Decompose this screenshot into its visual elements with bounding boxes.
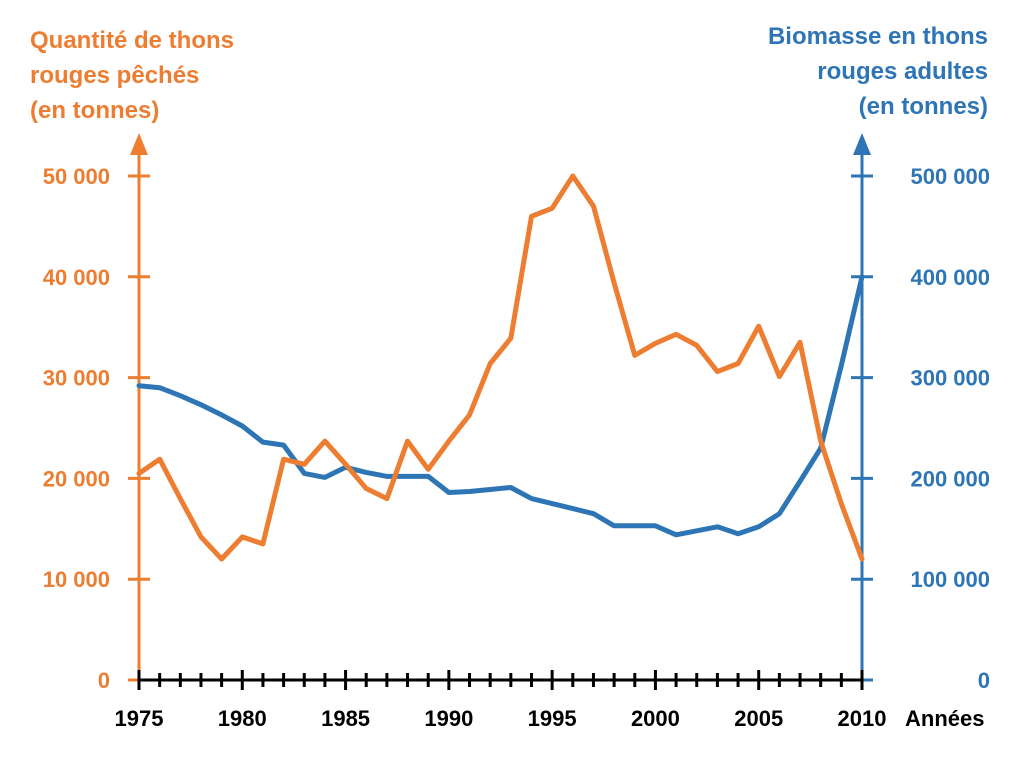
right-axis-tick-label: 0 — [978, 668, 990, 693]
right-axis-title-line: (en tonnes) — [859, 93, 988, 120]
x-axis-tick-label: 1985 — [321, 706, 370, 731]
series-layer — [136, 173, 865, 562]
x-axis-tick-label: 1995 — [528, 706, 577, 731]
right-axis-title-line: rouges adultes — [817, 58, 988, 85]
right-axis-tick-label: 300 000 — [910, 366, 990, 391]
right-axis-tick-label: 500 000 — [910, 164, 990, 189]
right-axis-arrow — [853, 133, 871, 155]
right-axis-tick-label: 400 000 — [910, 265, 990, 290]
left-axis-tick-label: 20 000 — [43, 466, 110, 491]
catch-series-line — [136, 173, 865, 562]
x-axis-tick-label: 2010 — [838, 706, 887, 731]
left-axis-tick-label: 50 000 — [43, 164, 110, 189]
x-axis-tick-label: 2000 — [631, 706, 680, 731]
x-axis: 1975 1980 1985 1990 1995 2000 2005 2010 Années — [115, 670, 984, 731]
right-axis-title-line: Biomasse en thons — [768, 23, 988, 50]
left-axis-tick-label: 40 000 — [43, 265, 110, 290]
left-axis-title-line: Quantité de thons — [30, 27, 234, 54]
biomass-series-line — [136, 274, 865, 538]
left-axis-title: Quantité de thons rouges pêchés (en tonnes… — [30, 27, 234, 124]
right-y-axis: 0 100 000 200 000 300 000 400 000 500 000 — [851, 133, 990, 693]
x-axis-tick-label: 1975 — [115, 706, 164, 731]
x-axis-tick-label: 1990 — [424, 706, 473, 731]
left-axis-tick-label: 30 000 — [43, 366, 110, 391]
x-axis-tick-label: 2005 — [734, 706, 783, 731]
left-axis-title-line: (en tonnes) — [30, 97, 159, 124]
right-axis-tick-label: 100 000 — [910, 567, 990, 592]
x-axis-tick-label: 1980 — [218, 706, 267, 731]
left-y-axis: 0 10 000 20 000 30 000 40 000 50 000 — [43, 133, 150, 693]
right-axis-title: Biomasse en thons rouges adultes (en tonne… — [768, 23, 988, 120]
right-axis-tick-label: 200 000 — [910, 466, 990, 491]
x-axis-label: Années — [905, 706, 984, 731]
left-axis-tick-label: 0 — [98, 668, 110, 693]
left-axis-arrow — [130, 133, 148, 155]
left-axis-tick-label: 10 000 — [43, 567, 110, 592]
left-axis-title-line: rouges pêchés — [30, 62, 199, 89]
